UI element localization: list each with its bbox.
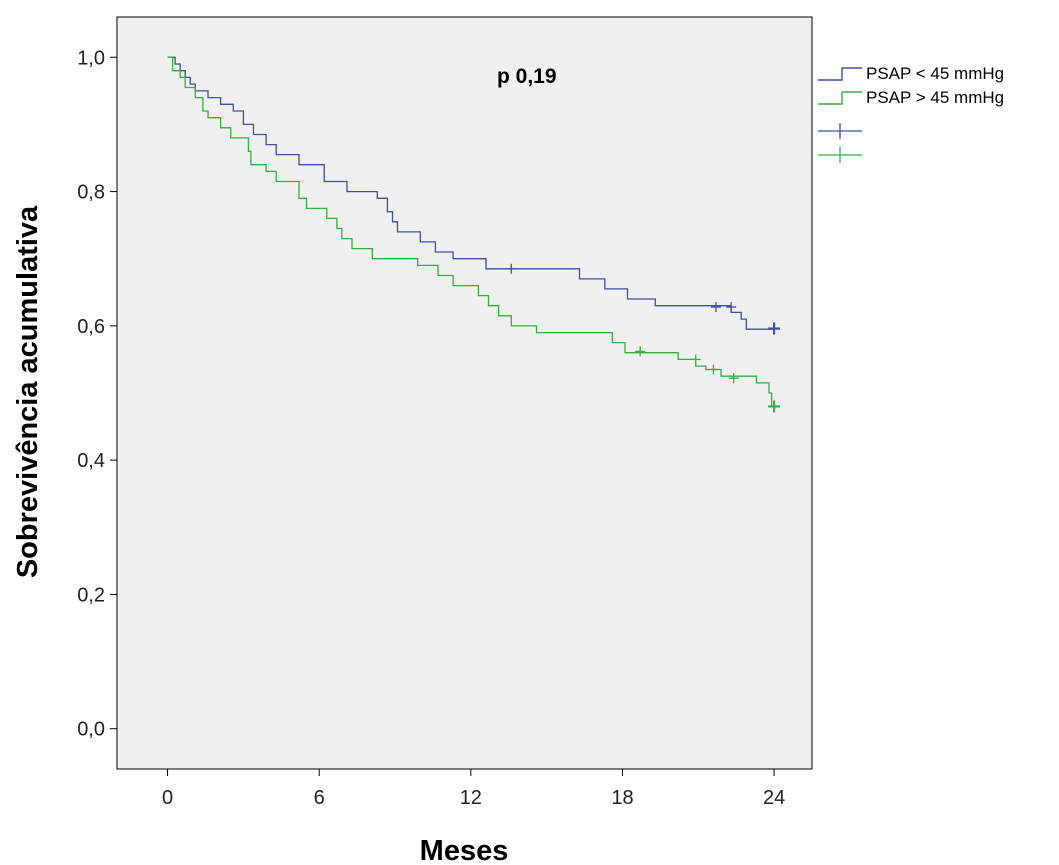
- y-tick-label: 0,0: [77, 719, 105, 741]
- legend-label-1: PSAP < 45 mmHg: [866, 64, 1004, 83]
- axes: 0 6 12 18 24 0,0 0,2 0,4 0,6 0,8 1,0: [77, 47, 785, 809]
- series-layer: [167, 56, 781, 413]
- x-tick-label: 24: [763, 787, 785, 809]
- y-tick-label: 0,2: [77, 584, 105, 606]
- legend-line-2: [818, 91, 862, 105]
- x-tick-label: 0: [162, 787, 173, 809]
- y-tick-label: 0,6: [77, 316, 105, 338]
- series-line-1: [167, 56, 775, 330]
- plot-background: [116, 16, 813, 770]
- legend-label-2: PSAP > 45 mmHg: [866, 88, 1004, 107]
- y-axis-title: Sobrevivência acumulativa: [12, 205, 44, 578]
- y-tick-label: 1,0: [77, 47, 105, 69]
- x-tick-label: 12: [460, 787, 482, 809]
- legend: PSAP < 45 mmHg PSAP > 45 mmHg: [818, 64, 1004, 163]
- y-tick-label: 0,4: [77, 450, 105, 472]
- x-axis-title: Meses: [420, 835, 509, 865]
- p-value-annotation: p 0,19: [497, 65, 557, 88]
- x-tick-label: 18: [611, 787, 633, 809]
- y-tick-label: 0,8: [77, 182, 105, 204]
- legend-line-1: [818, 67, 862, 81]
- x-tick-label: 6: [314, 787, 325, 809]
